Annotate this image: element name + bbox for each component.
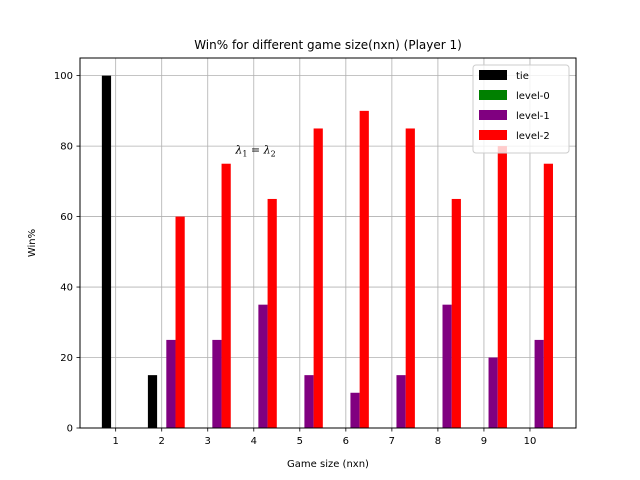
legend-swatch-level-2 bbox=[479, 130, 507, 140]
x-tick-label: 3 bbox=[205, 436, 211, 447]
bar-level-2 bbox=[267, 198, 277, 428]
legend-label-tie: tie bbox=[516, 71, 529, 82]
legend-label-level-1: level-1 bbox=[516, 111, 550, 122]
bar-level-1 bbox=[212, 339, 222, 428]
bar-level-1 bbox=[534, 339, 544, 428]
x-tick-label: 10 bbox=[524, 436, 537, 447]
legend-label-level-0: level-0 bbox=[516, 91, 550, 102]
y-axis-title: Win% bbox=[27, 229, 38, 257]
y-tick-label: 100 bbox=[54, 71, 73, 82]
bar-level-2 bbox=[543, 163, 553, 428]
bar-level-1 bbox=[396, 375, 406, 428]
y-tick-label: 60 bbox=[60, 212, 73, 223]
bar-level-2 bbox=[313, 128, 323, 428]
y-tick-label: 0 bbox=[67, 424, 73, 435]
legend: tie level-0 level-1 level-2 bbox=[472, 64, 570, 154]
bar-tie bbox=[101, 75, 112, 428]
bar-level-2 bbox=[405, 128, 415, 428]
legend-swatch-tie bbox=[479, 70, 507, 80]
x-tick-label: 2 bbox=[159, 436, 165, 447]
bar-level-2 bbox=[497, 146, 507, 428]
bar-level-1 bbox=[350, 392, 360, 428]
x-tick-label: 1 bbox=[112, 436, 118, 447]
legend-swatch-level-1 bbox=[479, 110, 507, 120]
bars bbox=[101, 75, 553, 428]
plot-frame bbox=[79, 57, 577, 429]
bar-level-1 bbox=[166, 339, 176, 428]
bar-level-1 bbox=[488, 357, 498, 428]
x-tick-label: 9 bbox=[481, 436, 487, 447]
bar-level-2 bbox=[451, 198, 461, 428]
y-tick-label: 40 bbox=[60, 283, 73, 294]
bar-tie bbox=[147, 375, 158, 428]
y-tick-label: 20 bbox=[60, 353, 73, 364]
x-tick-label: 7 bbox=[389, 436, 395, 447]
annotation-lambda: λ1 = λ2 bbox=[234, 144, 275, 159]
bar-level-2 bbox=[175, 216, 185, 428]
bar-level-1 bbox=[258, 304, 268, 428]
x-tick-label: 4 bbox=[251, 436, 257, 447]
x-tick-label: 5 bbox=[297, 436, 303, 447]
bar-level-2 bbox=[359, 110, 369, 428]
bar-level-1 bbox=[442, 304, 452, 428]
x-axis-title: Game size (nxn) bbox=[287, 459, 369, 470]
legend-label-level-2: level-2 bbox=[516, 131, 550, 142]
x-tick-label: 8 bbox=[435, 436, 441, 447]
y-tick-label: 80 bbox=[60, 142, 73, 153]
bar-level-2 bbox=[221, 163, 231, 428]
legend-swatch-level-0 bbox=[479, 90, 507, 100]
x-tick-label: 6 bbox=[343, 436, 349, 447]
bar-level-1 bbox=[304, 375, 314, 428]
chart-title: Win% for different game size(nxn) (Playe… bbox=[194, 38, 462, 52]
